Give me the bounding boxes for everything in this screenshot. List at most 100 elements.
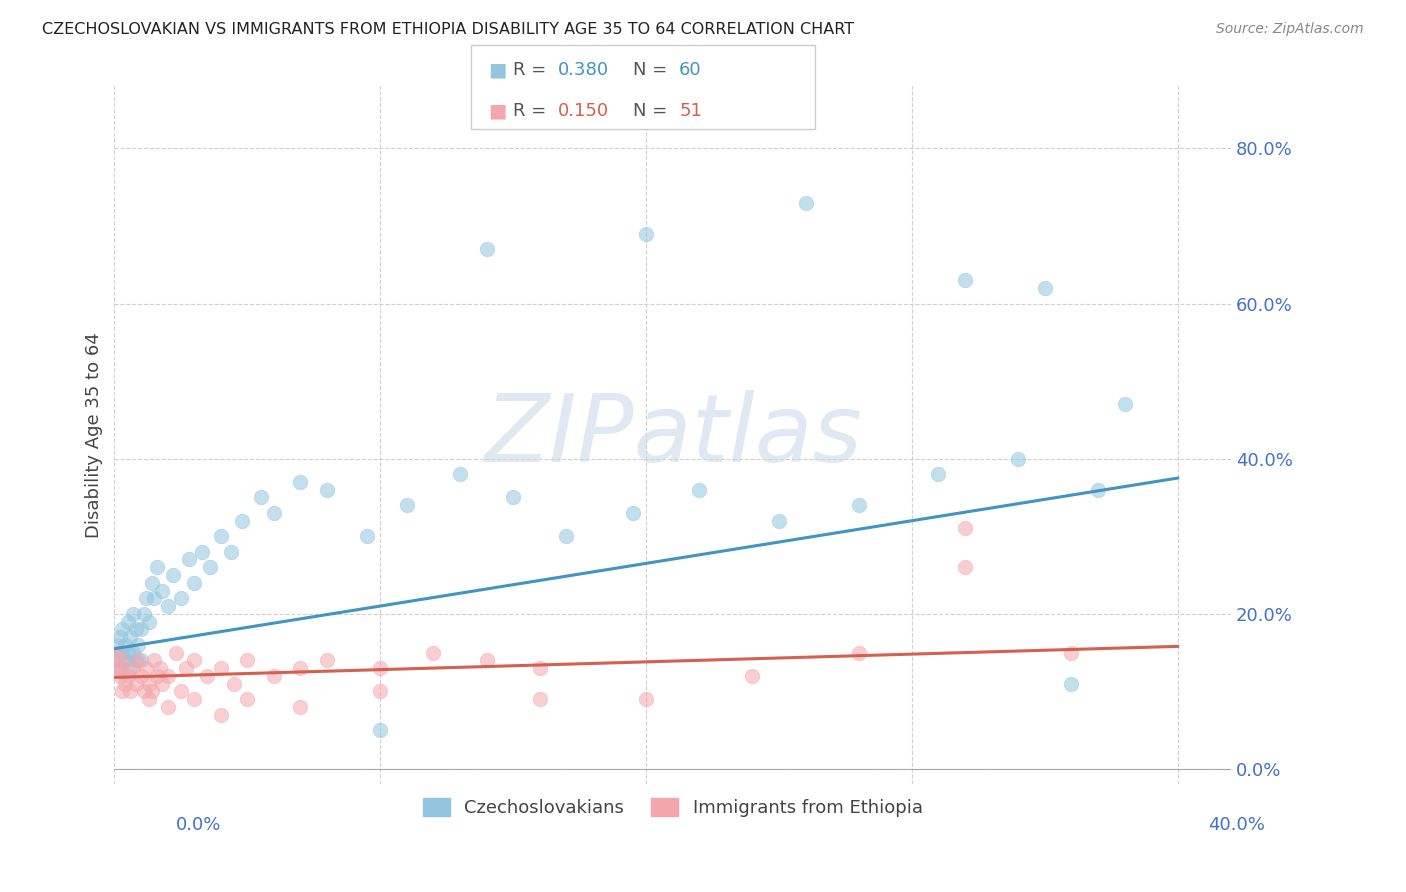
Point [111, 684, 134, 698]
Point [135, 591, 157, 606]
Point [105, 661, 128, 675]
Point [475, 242, 498, 256]
Point [953, 521, 976, 535]
Point [124, 622, 146, 636]
Point [129, 622, 152, 636]
Point [222, 676, 245, 690]
Point [231, 514, 253, 528]
Point [395, 498, 418, 512]
Point [290, 475, 312, 489]
Point [316, 483, 339, 497]
Point [120, 661, 142, 675]
Point [529, 692, 551, 706]
Point [108, 661, 131, 675]
Point [138, 692, 160, 706]
Point [177, 552, 200, 566]
Point [124, 676, 146, 690]
Point [927, 467, 949, 482]
Point [529, 661, 551, 675]
Point [794, 195, 817, 210]
Point [124, 653, 146, 667]
Point [741, 669, 763, 683]
Point [143, 653, 166, 667]
Point [183, 692, 205, 706]
Text: 40.0%: 40.0% [1209, 816, 1265, 834]
Point [209, 707, 232, 722]
Point [191, 545, 214, 559]
Point [146, 560, 169, 574]
Point [141, 575, 163, 590]
Point [111, 661, 134, 675]
Point [149, 661, 172, 675]
Text: 51: 51 [679, 102, 702, 120]
Point [105, 653, 128, 667]
Point [129, 669, 152, 683]
Point [111, 646, 134, 660]
Point [129, 653, 152, 667]
Point [105, 638, 128, 652]
Point [1033, 281, 1056, 295]
Text: 60: 60 [679, 61, 702, 79]
Text: 0.0%: 0.0% [176, 816, 221, 834]
Point [634, 227, 657, 241]
Point [127, 653, 149, 667]
Point [209, 529, 232, 543]
Point [1087, 483, 1109, 497]
Point [114, 653, 136, 667]
Point [449, 467, 471, 482]
Point [170, 591, 193, 606]
Point [146, 669, 169, 683]
Point [1114, 397, 1136, 411]
Point [502, 491, 524, 505]
Text: R =: R = [513, 61, 553, 79]
Point [117, 669, 139, 683]
Point [221, 545, 243, 559]
Point [197, 669, 219, 683]
Point [120, 630, 142, 644]
Y-axis label: Disability Age 35 to 64: Disability Age 35 to 64 [86, 333, 103, 538]
Point [156, 669, 179, 683]
Legend: Czechoslovakians, Immigrants from Ethiopia: Czechoslovakians, Immigrants from Ethiop… [415, 790, 929, 824]
Text: Source: ZipAtlas.com: Source: ZipAtlas.com [1216, 22, 1364, 37]
Point [555, 529, 578, 543]
Point [108, 669, 131, 683]
Point [368, 684, 391, 698]
Text: ZIPatlas: ZIPatlas [484, 390, 862, 481]
Point [848, 646, 870, 660]
Text: R =: R = [513, 102, 553, 120]
Point [122, 607, 145, 621]
Point [290, 661, 312, 675]
Point [209, 661, 232, 675]
Point [475, 653, 498, 667]
Point [183, 575, 205, 590]
Point [953, 273, 976, 287]
Point [183, 653, 205, 667]
Point [368, 661, 391, 675]
Point [141, 684, 163, 698]
Point [162, 568, 184, 582]
Point [249, 491, 271, 505]
Point [170, 684, 193, 698]
Point [150, 676, 173, 690]
Point [150, 583, 173, 598]
Point [132, 684, 155, 698]
Point [138, 615, 160, 629]
Point [236, 653, 259, 667]
Point [953, 560, 976, 574]
Point [848, 498, 870, 512]
Point [122, 646, 145, 660]
Point [143, 591, 166, 606]
Text: N =: N = [633, 61, 672, 79]
Point [290, 699, 312, 714]
Point [368, 723, 391, 738]
Point [1007, 451, 1029, 466]
Text: ■: ■ [488, 61, 506, 79]
Point [1060, 676, 1083, 690]
Text: CZECHOSLOVAKIAN VS IMMIGRANTS FROM ETHIOPIA DISABILITY AGE 35 TO 64 CORRELATION : CZECHOSLOVAKIAN VS IMMIGRANTS FROM ETHIO… [42, 22, 855, 37]
Point [135, 661, 157, 675]
Point [111, 622, 134, 636]
Point [114, 638, 136, 652]
Point [198, 560, 221, 574]
Point [117, 646, 139, 660]
Point [117, 615, 139, 629]
